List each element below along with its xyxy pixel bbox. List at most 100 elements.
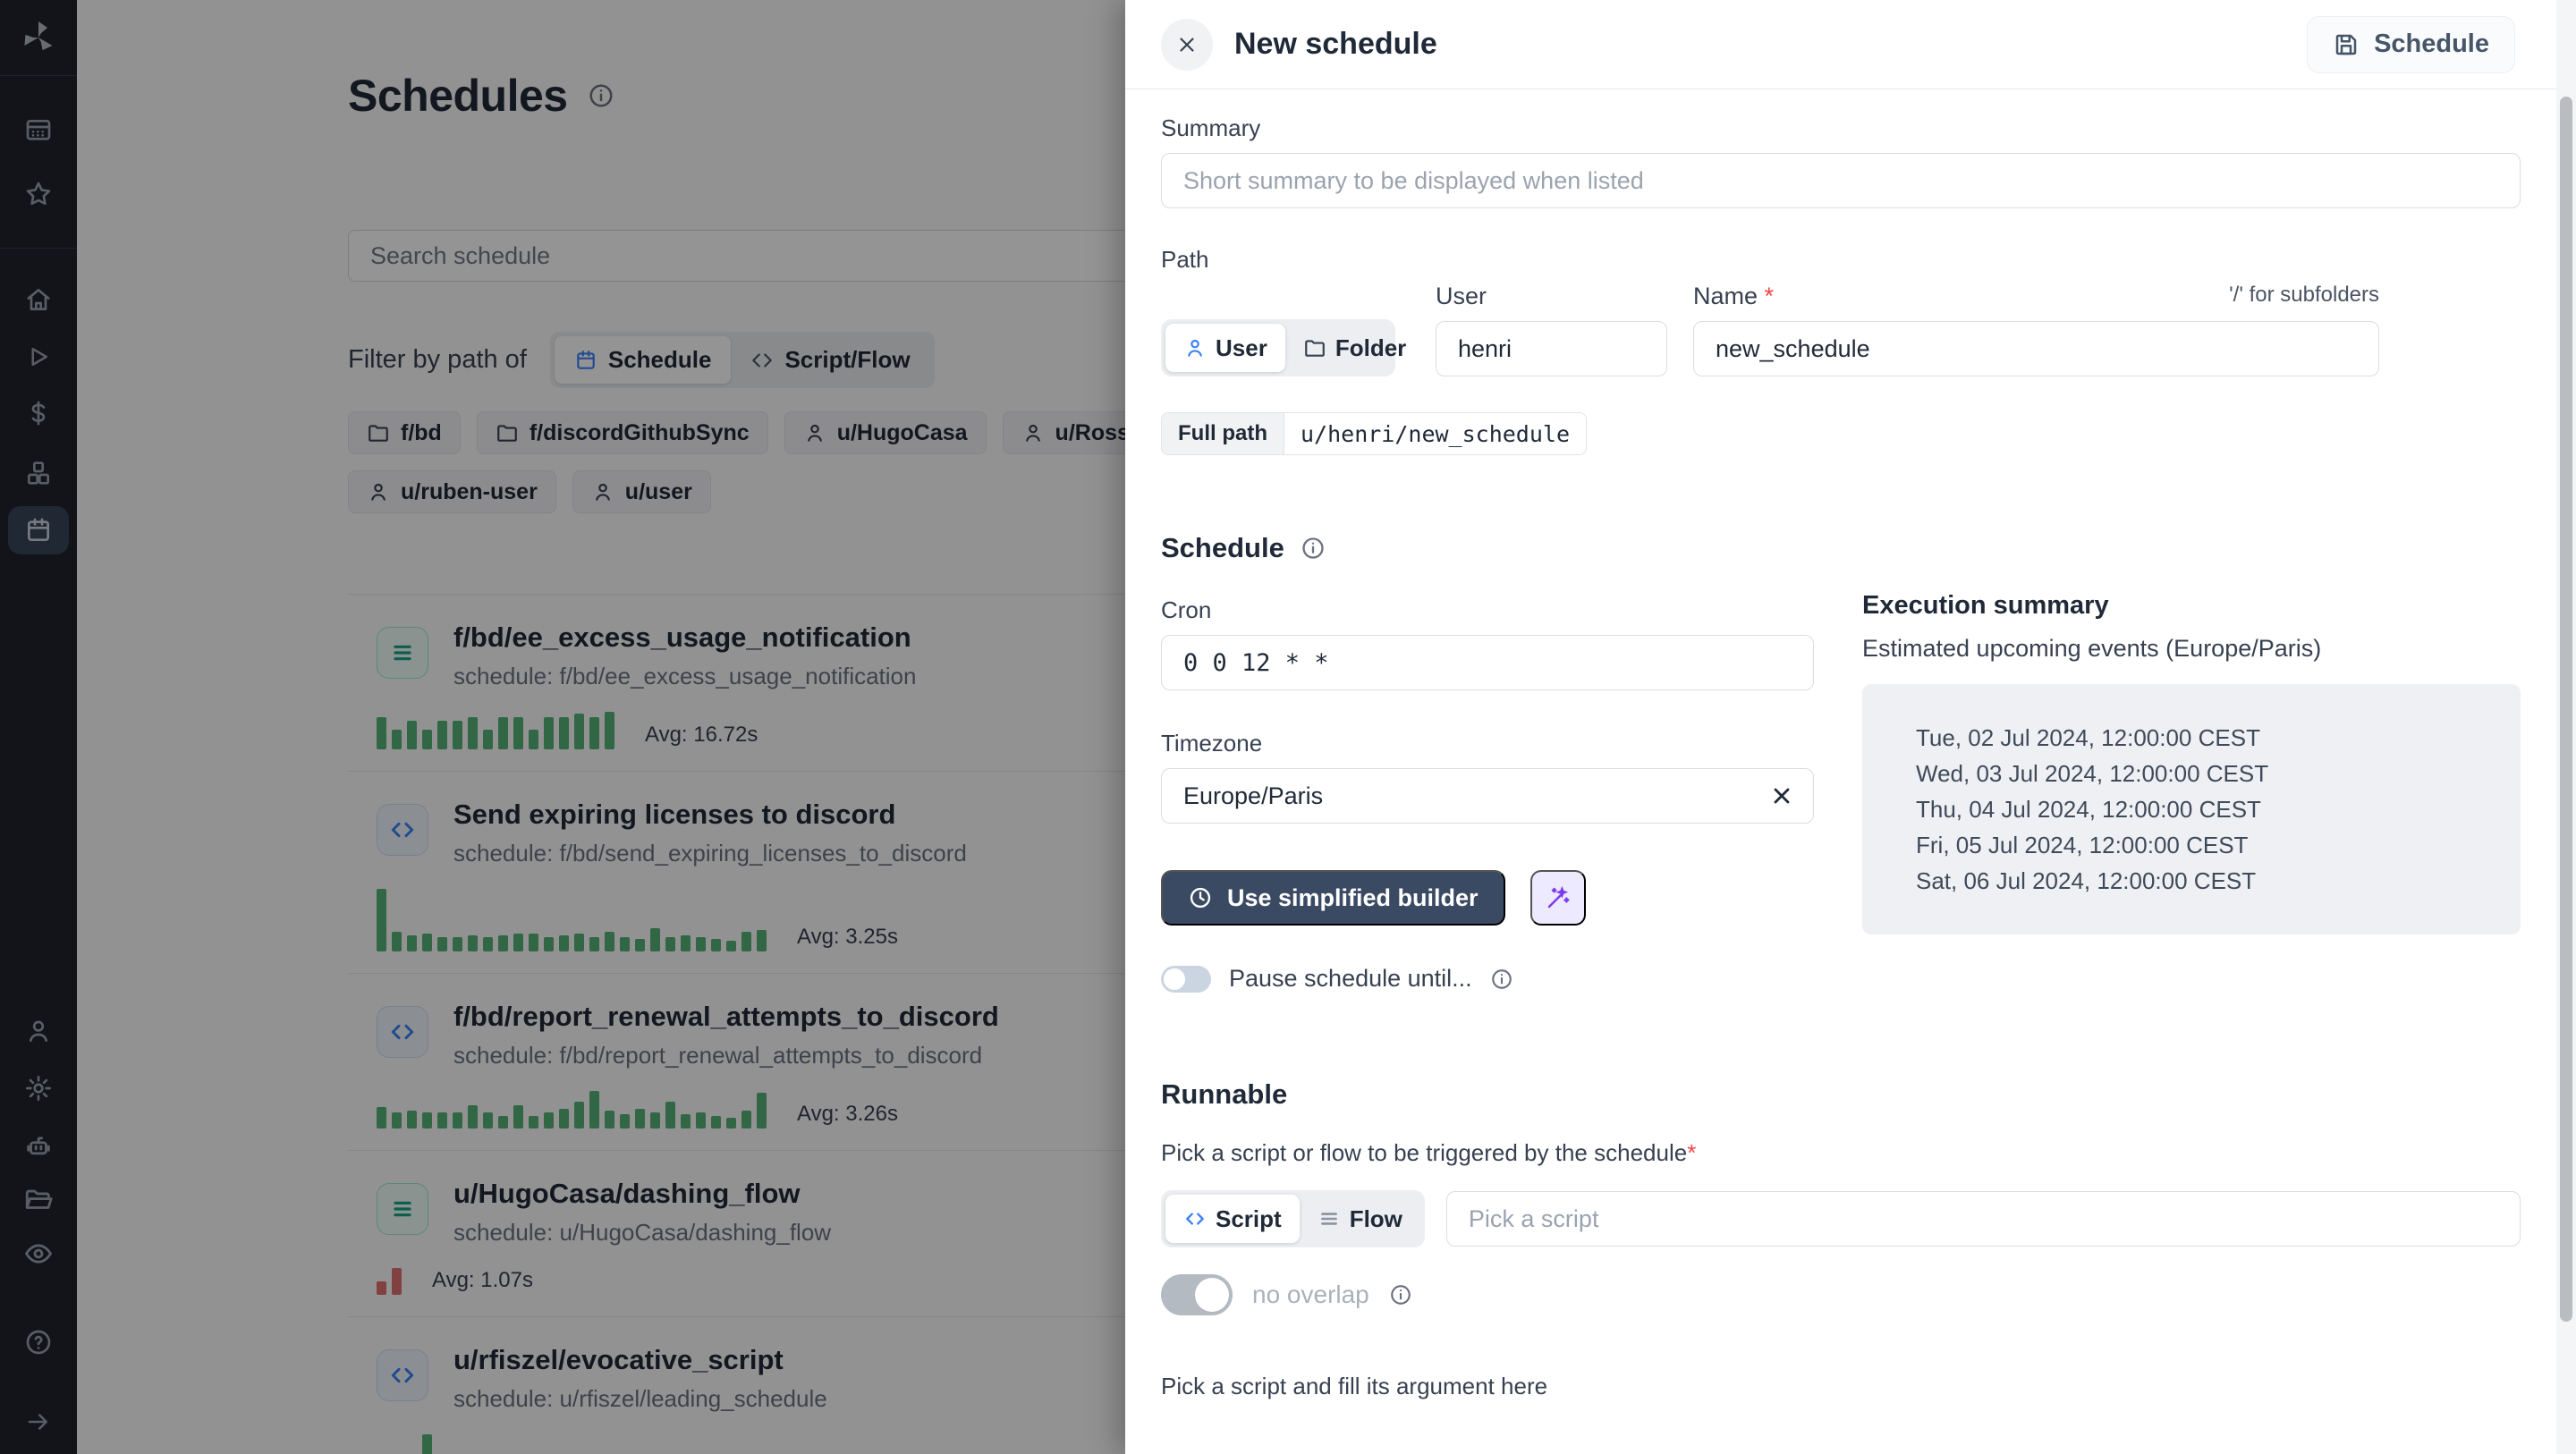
info-icon[interactable]	[1490, 968, 1513, 991]
schedule-row[interactable]: u/rfiszel/evocative_script schedule: u/r…	[348, 1317, 2047, 1454]
required-asterisk: *	[1687, 1139, 1697, 1166]
info-icon[interactable]	[588, 82, 614, 109]
filter-option-label: Schedule	[607, 346, 712, 373]
pause-schedule-toggle[interactable]	[1161, 965, 1211, 993]
clear-timezone-icon[interactable]	[1769, 783, 1794, 808]
path-chip[interactable]: u/Ross	[1002, 411, 1148, 454]
path-chip[interactable]: u/HugoCasa	[784, 411, 987, 454]
schedule-path: schedule: u/rfiszel/leading_schedule	[453, 1385, 827, 1412]
runs-sparkline: Avg: 0.07s	[377, 1434, 2047, 1454]
schedules-calendar-icon[interactable]	[24, 516, 53, 545]
name-field[interactable]	[1693, 321, 2379, 376]
owner-folder-option[interactable]: Folder	[1285, 324, 1424, 372]
execution-summary-subheading: Estimated upcoming events (Europe/Paris)	[1862, 635, 2322, 662]
drawer-title: New schedule	[1234, 27, 1437, 61]
close-button[interactable]	[1161, 18, 1213, 71]
runs-sparkline: Avg: 16.72s	[377, 712, 2047, 749]
collapse-sidebar-arrow-icon[interactable]	[25, 1408, 52, 1435]
user-icon	[591, 480, 614, 503]
save-button-label: Schedule	[2374, 30, 2489, 58]
runnable-section-heading: Runnable	[1161, 1078, 1288, 1110]
required-asterisk: *	[1764, 283, 1775, 309]
summary-label: Summary	[1161, 114, 1261, 141]
user-icon[interactable]	[24, 1017, 53, 1045]
modal-backdrop[interactable]	[0, 0, 1125, 1454]
info-icon[interactable]	[1301, 536, 1326, 561]
windmill-logo-icon[interactable]	[17, 16, 60, 59]
save-schedule-button[interactable]: Schedule	[2307, 15, 2515, 73]
runs-sparkline: Avg: 1.07s	[377, 1268, 2047, 1295]
settings-gear-icon[interactable]	[24, 1074, 53, 1103]
upcoming-events-panel: Tue, 02 Jul 2024, 12:00:00 CEST Wed, 03 …	[1862, 684, 2521, 934]
ai-wand-button[interactable]	[1530, 870, 1586, 926]
flow-icon	[377, 1183, 428, 1235]
runs-icon[interactable]	[25, 343, 52, 370]
path-chip[interactable]: f/discordGithubSync	[476, 411, 768, 454]
owner-user-option[interactable]: User	[1165, 324, 1285, 372]
filter-option-schedule[interactable]: Schedule	[554, 336, 732, 384]
sidebar-divider	[0, 75, 77, 76]
user-field-label: User	[1436, 283, 1487, 309]
cron-input[interactable]	[1161, 635, 1814, 690]
new-schedule-drawer: New schedule Schedule Summary Path User	[1125, 0, 2576, 1454]
schedule-row[interactable]: f/bd/report_renewal_attempts_to_discord …	[348, 974, 2047, 1151]
script-picker-input[interactable]	[1445, 1191, 2521, 1247]
folder-icon	[1303, 336, 1326, 359]
path-chip[interactable]: f/bd	[348, 411, 461, 454]
runs-sparkline: Avg: 3.26s	[377, 1091, 2047, 1129]
page-title: Schedules	[348, 71, 568, 121]
summary-input[interactable]	[1161, 153, 2521, 208]
simplified-builder-button[interactable]: Use simplified builder	[1161, 870, 1505, 926]
save-icon	[2333, 31, 2360, 58]
folders-icon[interactable]	[23, 1185, 54, 1215]
path-chips-row-2: u/ruben-user u/user	[348, 470, 1776, 513]
path-chip-label: u/HugoCasa	[836, 419, 968, 445]
clock-icon	[1188, 885, 1213, 910]
help-icon[interactable]	[24, 1328, 53, 1357]
full-path-label: Full path	[1161, 412, 1284, 455]
drawer-body: Summary Path User Folder	[1125, 89, 2576, 1454]
runs-sparkline: Avg: 3.25s	[377, 889, 2047, 951]
schedule-path: schedule: f/bd/report_renewal_attempts_t…	[453, 1042, 983, 1069]
schedule-title: u/HugoCasa/dashing_flow	[453, 1178, 801, 1209]
favorites-star-icon[interactable]	[24, 180, 53, 208]
no-overlap-label: no overlap	[1252, 1281, 1369, 1308]
schedule-title: f/bd/report_renewal_attempts_to_discord	[453, 1001, 999, 1032]
user-field[interactable]	[1436, 321, 1667, 376]
code-icon	[1183, 1207, 1207, 1230]
no-overlap-toggle[interactable]	[1161, 1274, 1233, 1315]
workers-robot-icon[interactable]	[23, 1131, 54, 1162]
schedule-path: schedule: f/bd/ee_excess_usage_notificat…	[453, 663, 917, 689]
script-icon	[377, 804, 428, 856]
home-icon[interactable]	[24, 285, 53, 314]
scrollbar-thumb[interactable]	[2560, 97, 2572, 1322]
filter-option-script-flow[interactable]: Script/Flow	[731, 336, 929, 384]
avg-duration: Avg: 1.07s	[432, 1268, 533, 1292]
owner-option-label: User	[1216, 334, 1267, 361]
filter-label: Filter by path of	[348, 345, 527, 374]
full-path: Full path u/henri/new_schedule	[1161, 412, 1588, 455]
path-chip[interactable]: u/user	[572, 470, 711, 513]
user-icon	[1183, 336, 1207, 359]
schedule-title: f/bd/ee_excess_usage_notification	[453, 621, 911, 653]
owner-option-label: Folder	[1335, 334, 1407, 361]
schedule-path: schedule: u/HugoCasa/dashing_flow	[453, 1219, 832, 1246]
kind-script-option[interactable]: Script	[1165, 1195, 1300, 1243]
path-label: Path	[1161, 246, 1209, 273]
audit-eye-icon[interactable]	[23, 1238, 54, 1269]
info-icon[interactable]	[1389, 1283, 1412, 1306]
kind-option-label: Flow	[1349, 1205, 1402, 1232]
user-icon	[367, 480, 390, 503]
upcoming-event: Thu, 04 Jul 2024, 12:00:00 CEST	[1916, 796, 2261, 823]
path-chip[interactable]: u/ruben-user	[348, 470, 556, 513]
code-icon	[750, 349, 774, 372]
resources-icon[interactable]	[24, 459, 53, 487]
timezone-input[interactable]	[1161, 768, 1814, 824]
drawer-scrollbar[interactable]	[2556, 0, 2576, 1454]
path-chip-label: u/Ross	[1055, 419, 1130, 445]
avg-duration: Avg: 3.26s	[797, 1102, 898, 1126]
variables-icon[interactable]	[24, 399, 53, 427]
workspace-icon[interactable]	[24, 116, 53, 145]
kind-flow-option[interactable]: Flow	[1300, 1195, 1420, 1243]
execution-summary-heading: Execution summary	[1862, 591, 2109, 620]
